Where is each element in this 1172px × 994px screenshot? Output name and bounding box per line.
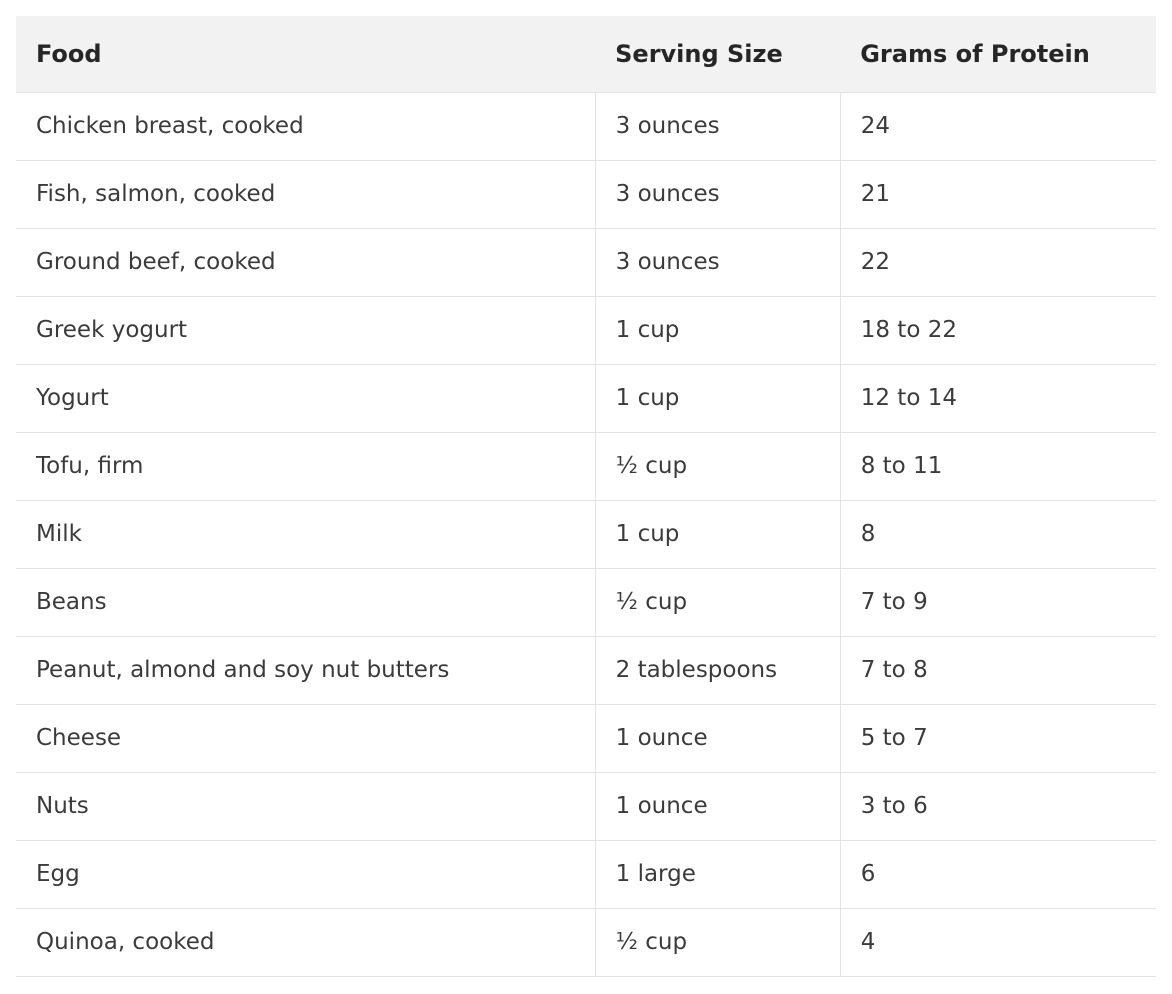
table-row: Ground beef, cooked 3 ounces 22 xyxy=(16,228,1156,297)
food-cell: Beans xyxy=(16,568,596,637)
serving-size-cell: 2 tablespoons xyxy=(594,636,841,705)
protein-cell: 18 to 22 xyxy=(839,296,1156,365)
serving-size-cell: 3 ounces xyxy=(594,228,841,297)
protein-cell: 6 xyxy=(839,840,1156,909)
protein-cell: 7 to 8 xyxy=(839,636,1156,705)
header-grams-of-protein: Grams of Protein xyxy=(840,16,1156,93)
header-row: Food Serving Size Grams of Protein xyxy=(16,16,1156,93)
food-cell: Tofu, firm xyxy=(16,432,596,501)
serving-size-cell: 1 cup xyxy=(594,296,841,365)
protein-cell: 4 xyxy=(839,908,1156,977)
serving-size-cell: 3 ounces xyxy=(594,92,841,161)
food-cell: Peanut, almond and soy nut butters xyxy=(16,636,596,705)
food-cell: Quinoa, cooked xyxy=(16,908,596,977)
table-row: Quinoa, cooked ½ cup 4 xyxy=(16,908,1156,977)
protein-cell: 8 to 11 xyxy=(839,432,1156,501)
serving-size-cell: 1 cup xyxy=(594,500,841,569)
food-cell: Ground beef, cooked xyxy=(16,228,596,297)
table-row: Egg 1 large 6 xyxy=(16,840,1156,909)
protein-cell: 3 to 6 xyxy=(839,772,1156,841)
table-row: Yogurt 1 cup 12 to 14 xyxy=(16,364,1156,433)
food-cell: Milk xyxy=(16,500,596,569)
food-cell: Egg xyxy=(16,840,596,909)
table-row: Tofu, firm ½ cup 8 to 11 xyxy=(16,432,1156,501)
serving-size-cell: 3 ounces xyxy=(594,160,841,229)
serving-size-cell: ½ cup xyxy=(594,432,841,501)
protein-cell: 7 to 9 xyxy=(839,568,1156,637)
food-cell: Cheese xyxy=(16,704,596,773)
serving-size-cell: ½ cup xyxy=(594,568,841,637)
table-body: Chicken breast, cooked 3 ounces 24 Fish, sa… xyxy=(16,92,1156,977)
food-cell: Yogurt xyxy=(16,364,596,433)
table-row: Greek yogurt 1 cup 18 to 22 xyxy=(16,296,1156,365)
protein-cell: 21 xyxy=(839,160,1156,229)
protein-cell: 12 to 14 xyxy=(839,364,1156,433)
food-cell: Greek yogurt xyxy=(16,296,596,365)
table-row: Milk 1 cup 8 xyxy=(16,500,1156,569)
header-serving-size: Serving Size xyxy=(595,16,841,93)
food-cell: Fish, salmon, cooked xyxy=(16,160,596,229)
food-cell: Nuts xyxy=(16,772,596,841)
table-row: Nuts 1 ounce 3 to 6 xyxy=(16,772,1156,841)
protein-cell: 24 xyxy=(839,92,1156,161)
protein-cell: 5 to 7 xyxy=(839,704,1156,773)
serving-size-cell: ½ cup xyxy=(594,908,841,977)
header-food: Food xyxy=(16,16,596,93)
table-row: Chicken breast, cooked 3 ounces 24 xyxy=(16,92,1156,161)
serving-size-cell: 1 ounce xyxy=(594,704,841,773)
table-row: Fish, salmon, cooked 3 ounces 21 xyxy=(16,160,1156,229)
serving-size-cell: 1 large xyxy=(594,840,841,909)
table-row: Cheese 1 ounce 5 to 7 xyxy=(16,704,1156,773)
protein-cell: 22 xyxy=(839,228,1156,297)
protein-cell: 8 xyxy=(839,500,1156,569)
table-row: Peanut, almond and soy nut butters 2 tabl… xyxy=(16,636,1156,705)
table-row: Beans ½ cup 7 to 9 xyxy=(16,568,1156,637)
serving-size-cell: 1 cup xyxy=(594,364,841,433)
food-cell: Chicken breast, cooked xyxy=(16,92,596,161)
protein-table: Food Serving Size Grams of Protein Chick… xyxy=(16,16,1156,977)
serving-size-cell: 1 ounce xyxy=(594,772,841,841)
